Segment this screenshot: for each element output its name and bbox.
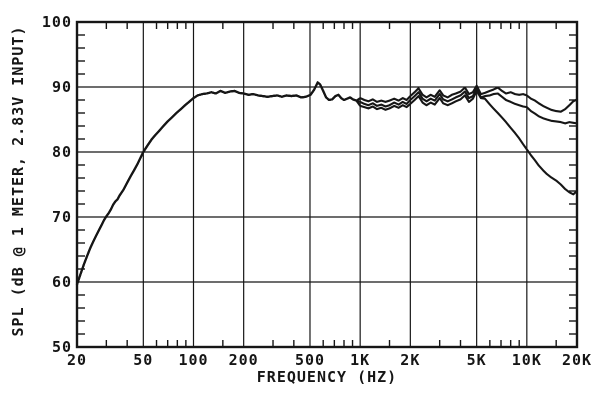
x-tick-label: 20: [67, 351, 87, 369]
y-tick-label: 70: [52, 208, 72, 226]
x-tick-label: 20K: [562, 351, 592, 369]
x-tick-label: 10K: [512, 351, 542, 369]
plot-border: [75, 20, 579, 349]
y-axis-title: SPL (dB @ 1 METER, 2.83V INPUT): [9, 25, 27, 337]
x-tick-label: 2K: [400, 351, 420, 369]
x-tick-label: 100: [178, 351, 208, 369]
x-tick-label: 5K: [467, 351, 487, 369]
y-tick-label: 90: [52, 78, 72, 96]
x-tick-label: 500: [295, 351, 325, 369]
x-axis-title: FREQUENCY (HZ): [256, 368, 398, 386]
y-tick-label: 60: [52, 273, 72, 291]
y-tick-label: 100: [42, 13, 72, 31]
spl-curve-middle: [75, 81, 579, 286]
x-tick-label: 200: [229, 351, 259, 369]
spl-curve-top: [75, 81, 579, 286]
y-tick-label: 50: [52, 338, 72, 356]
y-tick-label: 80: [52, 143, 72, 161]
x-tick-label: 1K: [350, 351, 370, 369]
spl-curve-bottom: [75, 81, 579, 286]
x-tick-label: 50: [133, 351, 153, 369]
